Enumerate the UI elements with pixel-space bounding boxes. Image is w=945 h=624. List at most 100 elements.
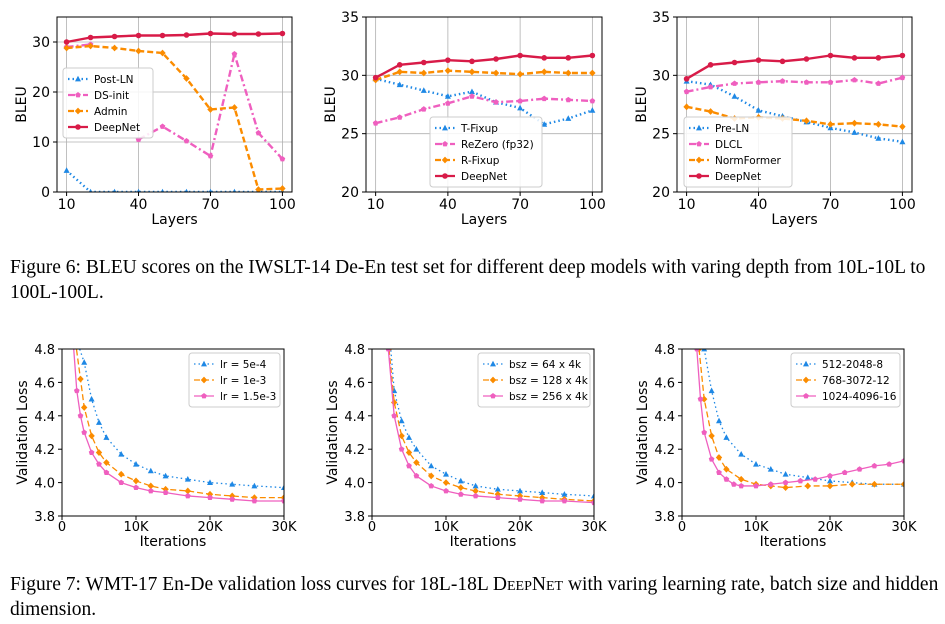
data-point <box>232 188 237 192</box>
data-point <box>827 120 834 128</box>
axes-frame <box>681 348 905 517</box>
data-point <box>281 497 284 504</box>
data-point <box>396 62 403 68</box>
legend-marker <box>74 107 82 115</box>
legend-label: 512-2048-8 <box>822 359 883 371</box>
data-point <box>95 449 103 456</box>
data-point <box>443 471 449 477</box>
y-tick-label: 4.8 <box>34 343 55 358</box>
series-lr-5e-4 <box>78 349 284 491</box>
data-point <box>707 84 714 90</box>
y-tick-label: 4.4 <box>344 410 365 425</box>
axes-frame <box>676 16 913 193</box>
data-point <box>701 395 708 403</box>
data-point <box>683 76 690 82</box>
data-point <box>406 462 412 469</box>
data-point <box>457 484 464 492</box>
data-point <box>738 451 745 457</box>
series-line <box>686 79 903 144</box>
legend-box <box>790 352 901 408</box>
legend-marker <box>696 124 702 131</box>
series-line <box>375 95 593 125</box>
data-point <box>767 481 774 487</box>
data-point <box>442 479 450 486</box>
figure-6-caption: Figure 6: BLEU scores on the IWSLT-14 De… <box>10 257 926 303</box>
data-point <box>208 188 213 192</box>
y-tick-label: 4.0 <box>344 477 365 492</box>
legend-label: R-Fixup <box>461 155 500 167</box>
x-axis-label: Iterations <box>760 534 827 550</box>
data-point <box>159 32 166 39</box>
y-tick-label: 30 <box>652 68 670 84</box>
data-point <box>88 188 93 192</box>
plot-series-group <box>73 349 284 504</box>
legend: Post-LN DS-init Admin DeepNet <box>62 67 154 139</box>
data-point <box>565 96 572 103</box>
y-tick-label: 4.4 <box>34 410 55 425</box>
x-tick-label: 0 <box>58 520 66 535</box>
data-point <box>413 472 420 479</box>
series-line <box>66 44 283 191</box>
legend-marker <box>802 376 810 384</box>
data-point <box>88 449 95 455</box>
legend-marker <box>696 141 702 147</box>
data-point <box>184 476 191 482</box>
x-tick-label: 100 <box>579 197 606 213</box>
data-point <box>804 474 811 480</box>
plot-series-group <box>683 52 906 145</box>
data-point <box>457 477 464 484</box>
data-point <box>899 74 906 81</box>
data-point <box>539 494 546 502</box>
data-point <box>753 461 759 467</box>
chart-panel-1: 10 40 70 100 0 10 20 30 Layers BLEU Post-LN DS-init… <box>14 16 296 228</box>
legend-box <box>188 352 281 408</box>
data-point <box>803 56 810 62</box>
data-point <box>162 472 169 479</box>
legend-marker <box>489 376 497 384</box>
y-tick-label: 4.8 <box>344 343 365 358</box>
data-point <box>827 52 834 59</box>
data-point <box>103 459 110 466</box>
x-tick-label: 10K <box>123 520 149 535</box>
y-tick-label: 0 <box>41 185 50 201</box>
data-point <box>493 56 499 62</box>
data-point <box>443 487 449 494</box>
data-point <box>428 482 435 489</box>
data-point <box>111 33 118 40</box>
data-point <box>851 129 858 135</box>
data-point <box>517 98 523 104</box>
x-tick-label: 40 <box>750 197 768 213</box>
data-point <box>539 489 546 496</box>
data-point <box>184 188 189 192</box>
data-point <box>683 88 690 95</box>
x-tick-label: 10 <box>367 197 385 213</box>
x-tick-label: 20K <box>197 520 223 535</box>
series-admin <box>63 42 286 192</box>
data-point <box>541 55 548 61</box>
series-deepnet <box>372 52 596 81</box>
data-point <box>136 188 141 192</box>
data-point <box>707 62 714 68</box>
legend-marker <box>201 393 207 399</box>
data-point <box>420 87 427 93</box>
axes-frame <box>56 16 293 193</box>
series-line <box>375 54 593 79</box>
x-tick-label: 40 <box>130 197 148 213</box>
legend-label: bsz = 128 x 4k <box>509 375 589 387</box>
x-axis-label: Iterations <box>140 534 207 550</box>
y-tick-label: 4.4 <box>654 410 675 425</box>
legend-label: DeepNet <box>461 171 507 183</box>
data-point <box>683 103 690 111</box>
data-point <box>279 185 286 192</box>
figure-7-caption-start: Figure 7: WMT-17 En-De validation loss c… <box>10 574 493 595</box>
data-point <box>494 486 501 492</box>
data-point <box>517 104 524 111</box>
y-tick-label: 4.6 <box>654 376 675 391</box>
legend-marker <box>442 173 448 179</box>
x-tick-label: 30K <box>581 520 607 535</box>
y-tick-label: 25 <box>652 127 670 143</box>
data-point <box>405 449 413 456</box>
data-point <box>782 479 789 486</box>
data-point <box>841 469 848 476</box>
x-axis-label: Iterations <box>450 534 517 550</box>
